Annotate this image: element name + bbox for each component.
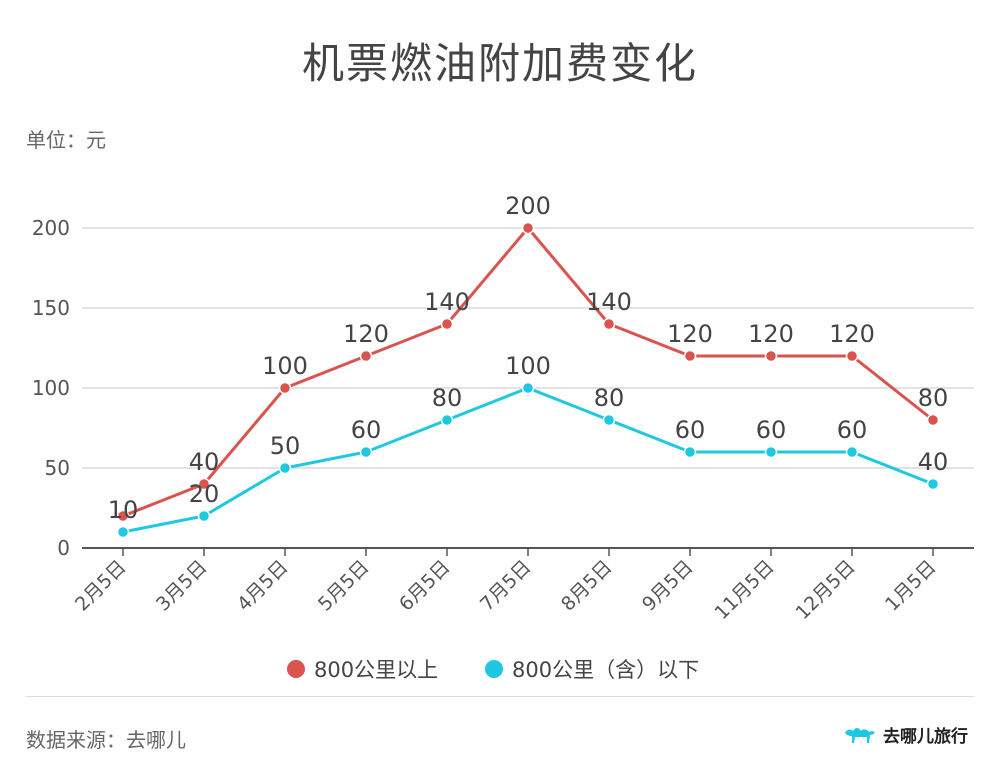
brand-name: 去哪儿旅行 bbox=[883, 727, 968, 747]
data-label: 100 bbox=[262, 352, 308, 380]
data-label: 200 bbox=[505, 192, 551, 220]
data-point bbox=[197, 477, 211, 491]
data-label: 120 bbox=[748, 320, 794, 348]
data-point bbox=[359, 349, 373, 363]
data-label: 60 bbox=[837, 416, 868, 444]
data-point bbox=[521, 381, 535, 395]
data-point bbox=[683, 349, 697, 363]
x-tick-label: 5月5日 bbox=[314, 556, 374, 616]
x-tick-label: 4月5日 bbox=[233, 556, 293, 616]
data-point bbox=[278, 381, 292, 395]
data-label: 60 bbox=[351, 416, 382, 444]
x-tick-label: 2月5日 bbox=[71, 556, 131, 616]
data-point bbox=[521, 221, 535, 235]
y-tick-label: 50 bbox=[45, 456, 70, 480]
data-point bbox=[440, 317, 454, 331]
data-label: 80 bbox=[594, 384, 625, 412]
data-point bbox=[197, 509, 211, 523]
data-point bbox=[278, 461, 292, 475]
data-label: 80 bbox=[432, 384, 463, 412]
y-tick-label: 0 bbox=[57, 536, 70, 560]
data-label: 120 bbox=[829, 320, 875, 348]
data-point bbox=[116, 525, 130, 539]
y-tick-label: 200 bbox=[32, 216, 70, 240]
data-point bbox=[845, 445, 859, 459]
brand-logo: 去哪儿旅行 bbox=[843, 722, 968, 747]
x-tick-label: 7月5日 bbox=[476, 556, 536, 616]
x-tick-label: 6月5日 bbox=[395, 556, 455, 616]
x-tick-label: 12月5日 bbox=[791, 556, 859, 624]
data-label: 50 bbox=[270, 432, 301, 460]
data-point bbox=[602, 317, 616, 331]
y-tick-label: 150 bbox=[32, 296, 70, 320]
data-label: 120 bbox=[343, 320, 389, 348]
chart-title: 机票燃油附加费变化 bbox=[301, 39, 698, 88]
x-tick-label: 8月5日 bbox=[557, 556, 617, 616]
legend-label-2: 800公里（含）以下 bbox=[512, 658, 699, 682]
data-label: 60 bbox=[756, 416, 787, 444]
camel-icon bbox=[845, 727, 875, 743]
data-label: 20 bbox=[189, 480, 220, 508]
data-point bbox=[359, 445, 373, 459]
data-point bbox=[440, 413, 454, 427]
data-label: 80 bbox=[918, 384, 949, 412]
series-line-2 bbox=[121, 386, 935, 534]
data-point bbox=[926, 477, 940, 491]
data-point bbox=[845, 349, 859, 363]
x-tick-label: 11月5日 bbox=[710, 556, 778, 624]
data-source: 数据来源：去哪儿 bbox=[26, 728, 186, 752]
data-point bbox=[926, 413, 940, 427]
data-point bbox=[683, 445, 697, 459]
data-label: 140 bbox=[586, 288, 632, 316]
legend-label-1: 800公里以上 bbox=[314, 658, 438, 682]
data-label: 60 bbox=[675, 416, 706, 444]
footer-divider bbox=[26, 696, 974, 697]
data-point bbox=[764, 349, 778, 363]
data-point bbox=[116, 509, 130, 523]
data-label: 120 bbox=[667, 320, 713, 348]
unit-label: 单位：元 bbox=[26, 128, 106, 152]
legend-marker-2 bbox=[485, 660, 503, 678]
data-label: 100 bbox=[505, 352, 551, 380]
y-tick-label: 100 bbox=[32, 376, 70, 400]
data-point bbox=[602, 413, 616, 427]
x-tick-label: 3月5日 bbox=[152, 556, 212, 616]
x-tick-label: 1月5日 bbox=[881, 556, 941, 616]
x-tick-label: 9月5日 bbox=[638, 556, 698, 616]
data-label: 40 bbox=[918, 448, 949, 476]
data-point bbox=[764, 445, 778, 459]
data-label: 10 bbox=[108, 496, 139, 524]
data-label: 40 bbox=[189, 448, 220, 476]
data-label: 140 bbox=[424, 288, 470, 316]
legend-marker-1 bbox=[287, 660, 305, 678]
